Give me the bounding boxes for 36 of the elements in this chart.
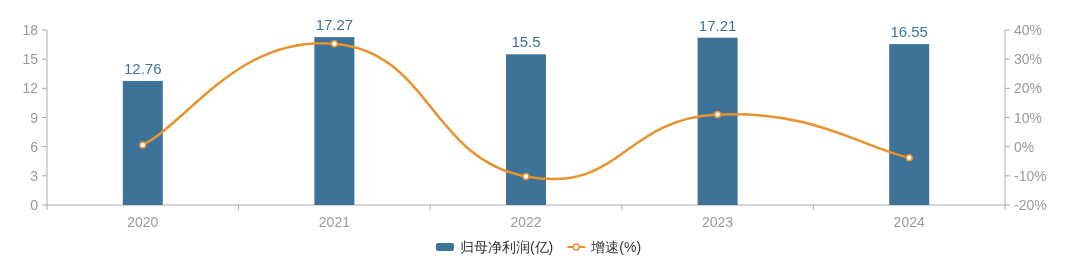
data-label: 17.21 <box>698 16 737 34</box>
data-label: 16.55 <box>890 23 928 41</box>
y2-tick-label: 0% <box>1014 138 1035 155</box>
y2-tick-label: 40% <box>1014 22 1043 38</box>
bar <box>506 54 546 205</box>
bar <box>697 37 738 205</box>
data-label: 17.27 <box>315 16 354 34</box>
point <box>713 110 722 119</box>
bar <box>122 80 163 205</box>
y-tick-label: 9 <box>30 109 39 126</box>
y-tick-label: 3 <box>30 167 39 184</box>
y2-tick-label: 30% <box>1014 51 1043 68</box>
y-tick-label: 6 <box>30 138 39 155</box>
y2-tick-label: 10% <box>1014 109 1043 126</box>
data-label: 12.76 <box>124 59 162 77</box>
x-tick-label: 2024 <box>893 214 925 230</box>
y-tick-label: 12 <box>22 80 39 97</box>
data-label: 15.5 <box>511 33 541 51</box>
x-tick-label: 2021 <box>318 214 351 230</box>
point <box>330 39 339 48</box>
x-tick-label: 2023 <box>702 214 734 230</box>
x-tick-label: 2022 <box>510 214 542 230</box>
y-tick-label: 15 <box>22 51 39 68</box>
y-tick-label: 0 <box>30 197 39 213</box>
y2-tick-label: 20% <box>1014 80 1043 97</box>
bar <box>314 37 355 205</box>
bar <box>889 44 930 205</box>
point <box>905 154 913 162</box>
point <box>522 172 530 181</box>
legend-label: 增速(%) <box>590 239 642 255</box>
legend-label: 归母净利润(亿) <box>459 239 554 255</box>
y-tick-label: 18 <box>22 22 39 38</box>
point <box>139 141 147 149</box>
y2-tick-label: -10% <box>1014 167 1047 184</box>
x-tick-label: 2020 <box>127 214 159 230</box>
y2-tick-label: -20% <box>1014 197 1047 213</box>
